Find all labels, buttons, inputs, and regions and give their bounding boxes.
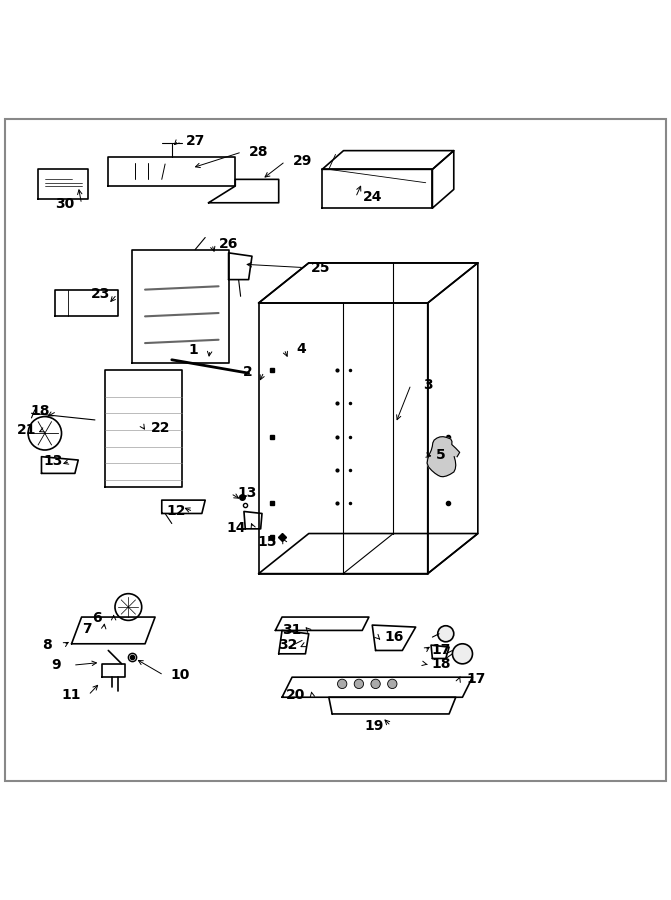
- Text: 13: 13: [238, 486, 257, 500]
- Text: 27: 27: [185, 133, 205, 148]
- Text: 26: 26: [219, 238, 238, 251]
- Circle shape: [452, 644, 472, 664]
- Text: 21: 21: [17, 423, 36, 437]
- Text: 22: 22: [151, 421, 170, 435]
- Text: 29: 29: [293, 154, 312, 168]
- Circle shape: [371, 680, 380, 688]
- Text: 16: 16: [384, 630, 404, 644]
- Text: 9: 9: [52, 658, 61, 672]
- Text: 30: 30: [55, 197, 74, 211]
- Text: 32: 32: [278, 638, 297, 652]
- Text: 18: 18: [30, 404, 50, 419]
- Text: 4: 4: [296, 342, 305, 356]
- Text: 23: 23: [91, 287, 110, 302]
- Text: 12: 12: [166, 505, 187, 518]
- Text: 8: 8: [42, 638, 52, 652]
- Circle shape: [388, 680, 397, 688]
- Text: 1: 1: [189, 343, 198, 356]
- Text: 19: 19: [364, 719, 384, 733]
- Text: 7: 7: [82, 622, 92, 636]
- Text: 31: 31: [282, 624, 302, 637]
- Text: 25: 25: [311, 261, 331, 274]
- Text: 17: 17: [466, 672, 486, 686]
- Text: 2: 2: [242, 364, 252, 379]
- Polygon shape: [427, 436, 460, 477]
- Circle shape: [354, 680, 364, 688]
- Text: 28: 28: [249, 145, 268, 159]
- Circle shape: [437, 626, 454, 642]
- Text: 20: 20: [286, 688, 305, 702]
- Text: 11: 11: [62, 688, 81, 702]
- Text: 14: 14: [227, 521, 246, 535]
- Circle shape: [338, 680, 347, 688]
- Text: 15: 15: [258, 535, 277, 548]
- Text: 5: 5: [436, 447, 446, 462]
- Text: 18: 18: [431, 657, 451, 670]
- Text: 10: 10: [171, 668, 190, 682]
- Text: 3: 3: [423, 377, 433, 392]
- Text: 6: 6: [92, 611, 102, 625]
- Text: 17: 17: [431, 644, 451, 658]
- Text: 13: 13: [44, 454, 63, 468]
- Text: 24: 24: [362, 191, 382, 204]
